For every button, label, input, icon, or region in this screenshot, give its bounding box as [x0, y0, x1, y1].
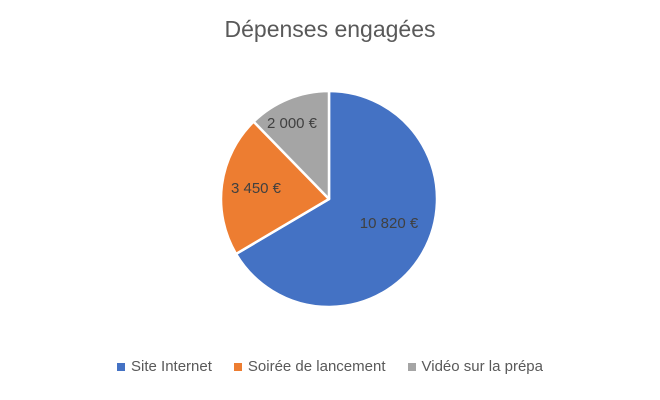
pie-slice-3	[252, 89, 331, 201]
legend-entry: Vidéo sur la prépa	[407, 358, 543, 375]
legend-label: Soirée de lancement	[247, 358, 386, 375]
legend-label: Vidéo sur la prépa	[421, 358, 543, 375]
slice-data-label: 3 450 €	[231, 180, 282, 197]
slice-data-label: 2 000 €	[267, 115, 318, 132]
pie-slice-2	[219, 120, 331, 256]
legend-swatch	[233, 362, 242, 371]
legend-entry: Site Internet	[117, 358, 212, 375]
pie-slice-1	[234, 89, 439, 309]
legend-label: Site Internet	[131, 358, 212, 375]
legend-swatch	[407, 362, 416, 371]
legend-entry: Soirée de lancement	[233, 358, 386, 375]
chart-title: Dépenses engagées	[224, 16, 436, 42]
legend-swatch	[117, 362, 126, 371]
chart-legend: Site Internet Soirée de lancement Vidéo su…	[0, 358, 660, 375]
slice-data-label: 10 820 €	[360, 215, 419, 232]
